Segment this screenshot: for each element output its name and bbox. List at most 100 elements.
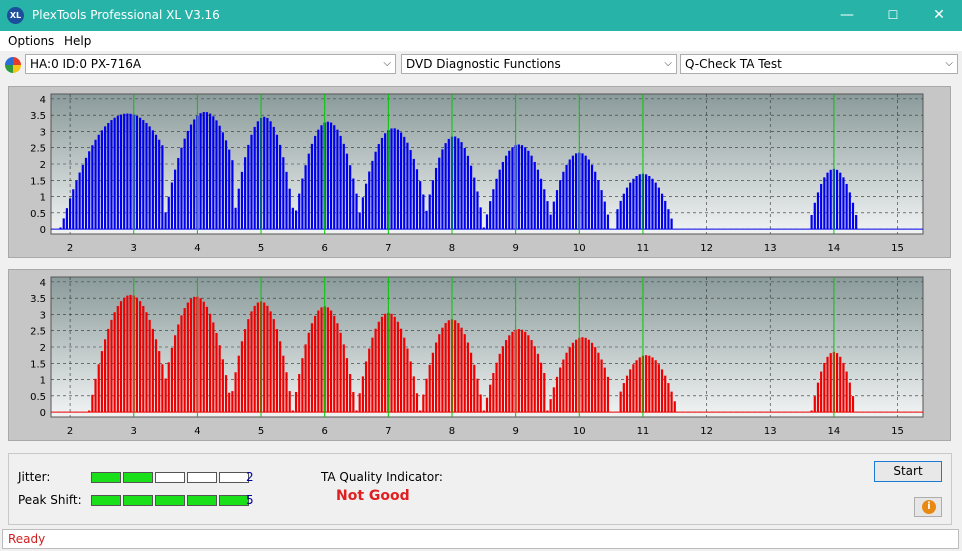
bar	[158, 139, 161, 230]
x-tick-label: 4	[194, 426, 200, 437]
bar	[135, 115, 139, 230]
menu-help[interactable]: Help	[64, 34, 92, 48]
bar	[839, 172, 842, 230]
bar	[170, 347, 174, 413]
bar	[511, 147, 514, 230]
bar	[524, 331, 527, 413]
bar	[361, 376, 364, 413]
bar	[559, 180, 562, 230]
bar	[333, 315, 336, 413]
bar	[619, 391, 622, 413]
bar	[848, 192, 851, 230]
bar	[174, 335, 177, 413]
y-tick-label: 2.5	[30, 144, 46, 155]
x-tick-label: 14	[828, 426, 841, 437]
menu-options[interactable]: Options	[8, 34, 55, 48]
bar	[673, 401, 676, 413]
bar	[320, 125, 323, 230]
bar	[113, 312, 116, 413]
top-chart: 0 0.5 1 1.5 2 2.5 3 3.5 4 2 3 4 5 6 7 8 9 10 11 12 13 14 15	[30, 93, 924, 254]
bar	[88, 151, 91, 230]
bar	[215, 332, 218, 413]
bar	[97, 134, 100, 230]
start-button[interactable]: Start	[874, 461, 942, 482]
close-button[interactable]: ✕	[933, 7, 945, 23]
bar	[632, 178, 635, 230]
bar	[279, 144, 282, 230]
bar	[183, 308, 186, 413]
top-chart-panel: 0 0.5 1 1.5 2 2.5 3 3.5 4 2 3 4 5 6 7 8 9 10 11 12 13 14 15	[8, 86, 951, 258]
bar	[355, 193, 358, 230]
bar	[123, 297, 126, 413]
x-tick-label: 11	[637, 243, 650, 254]
bar	[851, 396, 855, 413]
bar	[307, 153, 310, 230]
bar	[326, 307, 329, 413]
bar	[476, 191, 479, 230]
bar	[842, 362, 845, 413]
bar	[629, 182, 632, 230]
bar	[552, 387, 555, 413]
bar	[660, 193, 664, 230]
bar	[555, 190, 559, 230]
bar	[485, 214, 489, 230]
maximize-button[interactable]: ☐	[887, 8, 899, 22]
bar	[384, 313, 387, 413]
test-select[interactable]: Q-Check TA Test ⌵	[680, 54, 958, 74]
bar	[667, 209, 670, 230]
function-select[interactable]: DVD Diagnostic Functions ⌵	[401, 54, 677, 74]
bar	[212, 322, 215, 413]
bar	[180, 147, 183, 230]
bar	[94, 139, 97, 230]
bar	[345, 153, 349, 230]
bar	[492, 189, 495, 230]
bar	[151, 130, 154, 230]
info-button[interactable]: i	[914, 497, 942, 517]
bar	[839, 356, 842, 413]
bar	[116, 115, 119, 230]
drive-select[interactable]: HA:0 ID:0 PX-716A ⌵	[25, 54, 396, 74]
bar	[224, 375, 228, 413]
bar	[517, 329, 520, 413]
bar	[428, 364, 431, 413]
ta-quality-label: TA Quality Indicator:	[321, 470, 443, 484]
bar	[645, 174, 648, 230]
bar	[183, 138, 186, 230]
x-tick-label: 3	[131, 243, 137, 254]
bar	[310, 143, 314, 230]
bar	[97, 364, 100, 413]
bar	[151, 328, 154, 413]
bar	[654, 360, 657, 413]
x-tick-label: 8	[449, 243, 455, 254]
bar	[530, 340, 533, 413]
bar	[508, 150, 511, 230]
bar	[368, 171, 371, 230]
bar	[568, 159, 571, 230]
bar	[511, 331, 514, 413]
y-tick-label: 4	[40, 95, 46, 106]
bar	[164, 212, 167, 230]
bottom-chart: 0 0.5 1 1.5 2 2.5 3 3.5 4 2 3 4 5 6 7 8 9 10 11 12 13 14 15	[30, 276, 924, 437]
bar	[72, 189, 75, 230]
bar	[851, 202, 855, 230]
bar	[154, 339, 158, 413]
bar	[263, 302, 266, 413]
minimize-button[interactable]: —	[840, 7, 854, 23]
bar	[419, 181, 422, 230]
bar	[142, 120, 145, 230]
bar	[473, 364, 476, 413]
bar	[571, 155, 575, 230]
peak-shift-value: 5	[246, 493, 254, 507]
bar	[349, 374, 352, 413]
bar	[438, 157, 441, 230]
bar	[810, 214, 813, 230]
bar	[364, 183, 368, 230]
bar	[107, 122, 110, 230]
x-tick-label: 6	[322, 243, 328, 254]
bar	[638, 174, 641, 230]
bar	[396, 129, 399, 230]
bar	[406, 348, 409, 413]
bar	[119, 301, 123, 413]
bar	[135, 297, 139, 413]
bar	[240, 341, 244, 413]
